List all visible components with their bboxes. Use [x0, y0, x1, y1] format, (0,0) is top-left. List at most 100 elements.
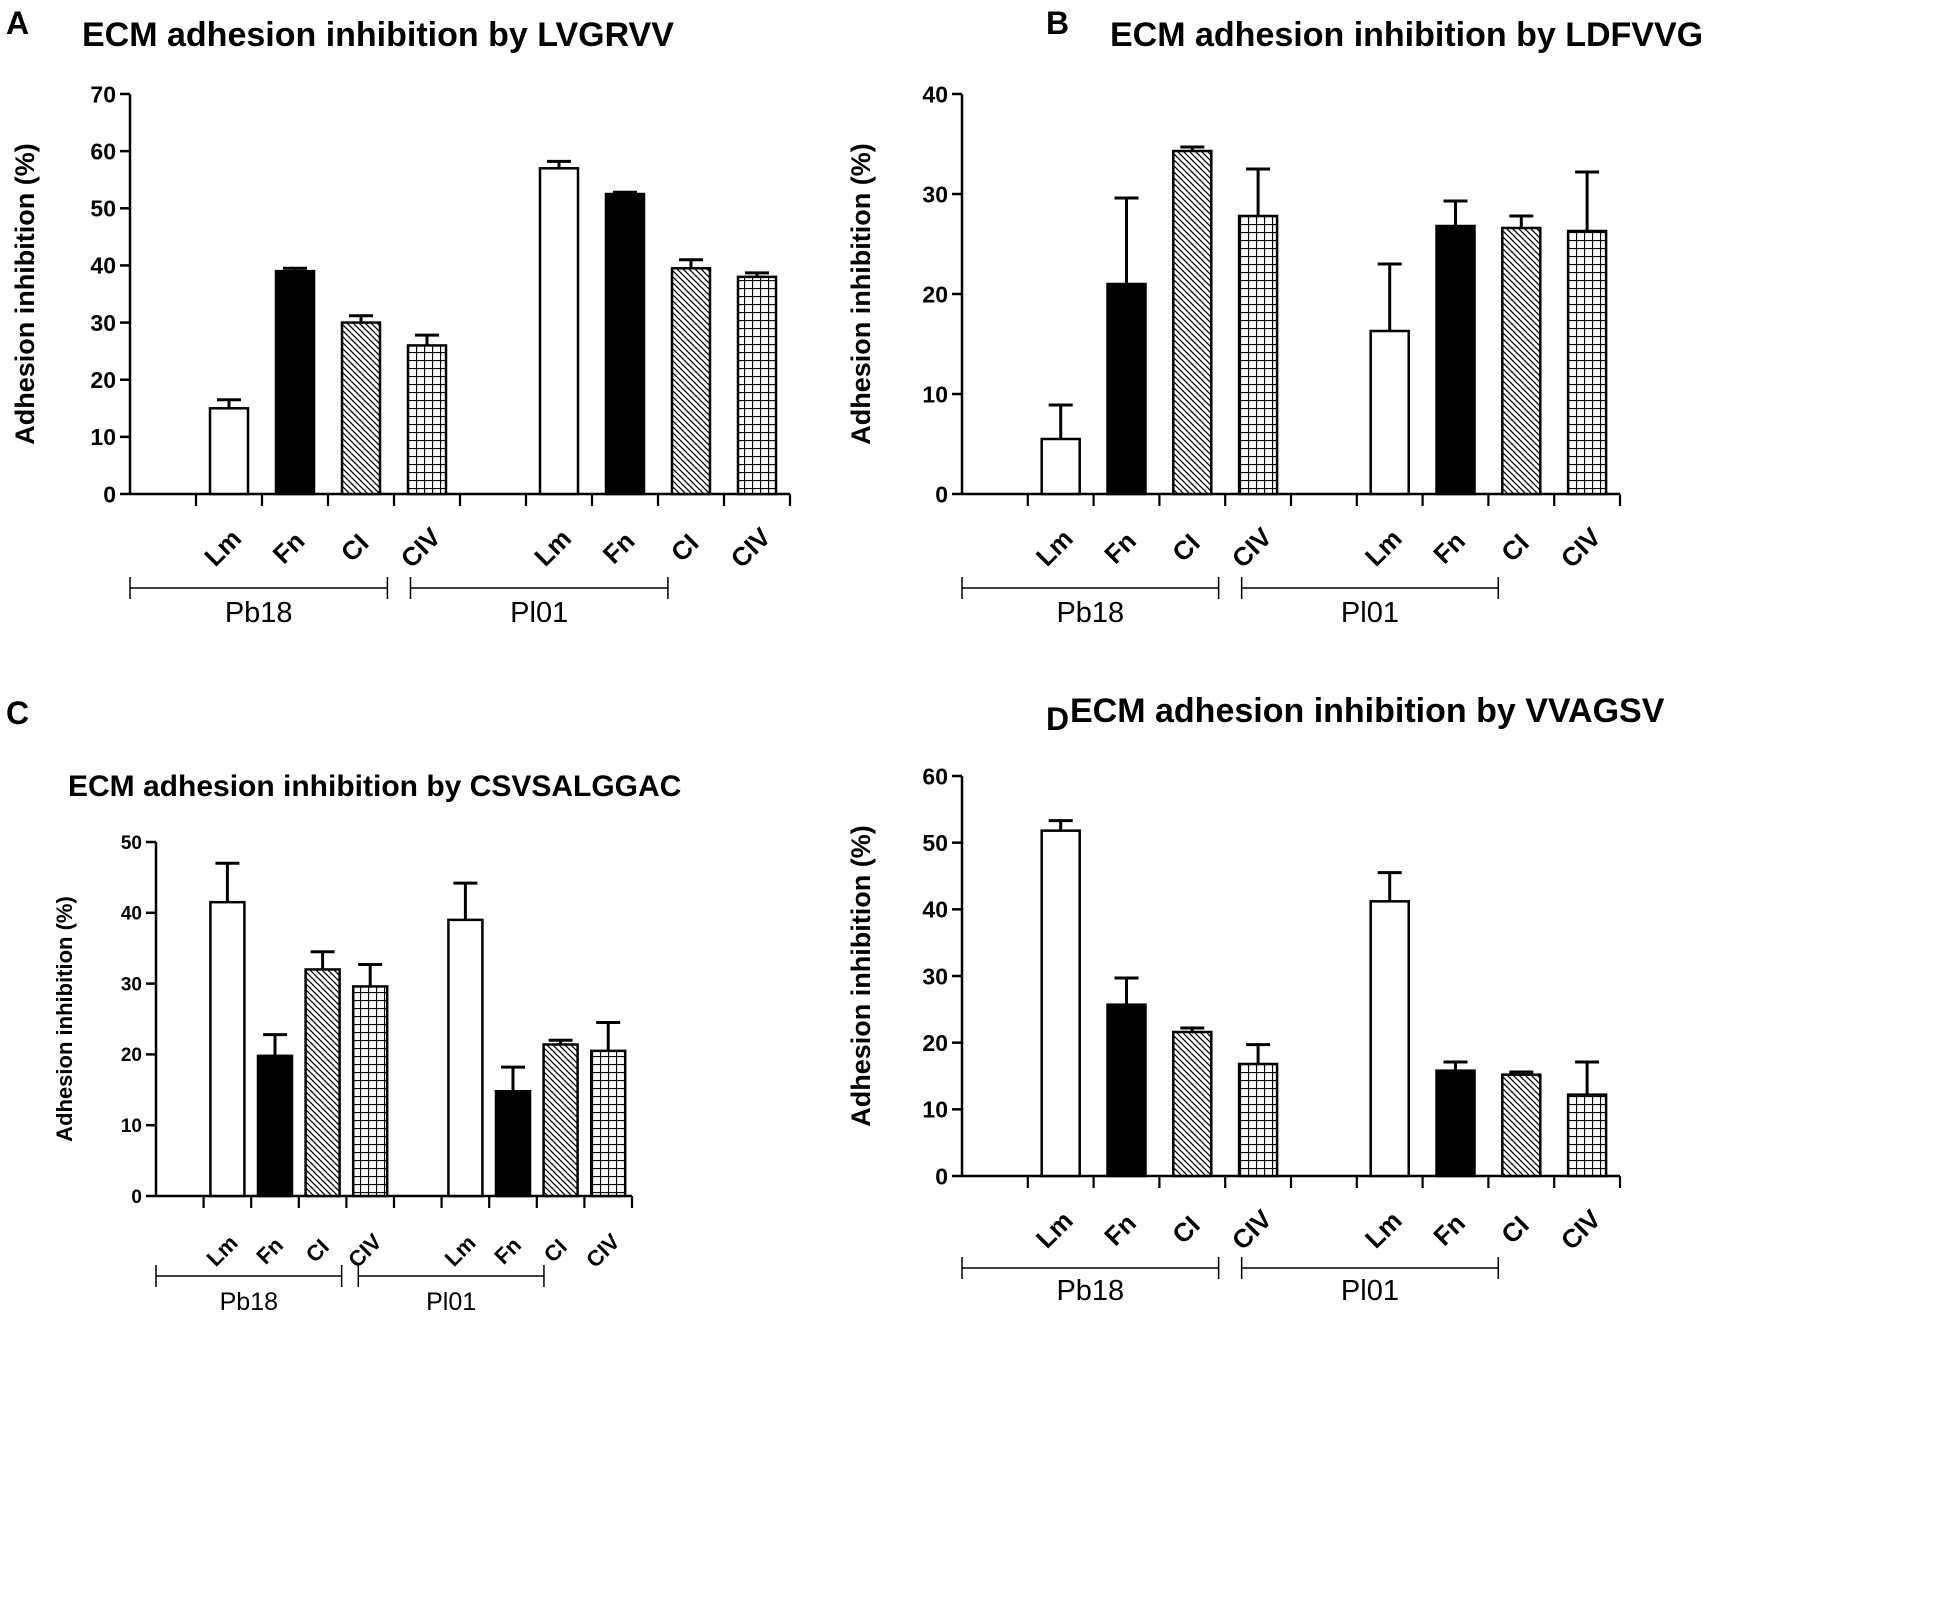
y-tick-label: 30	[922, 963, 948, 989]
category-label-pb18-fn: Fn	[251, 1232, 288, 1269]
y-tick-label: 60	[922, 763, 948, 789]
category-label-pl01-fn: Fn	[1427, 526, 1471, 570]
category-label-pl01-fn: Fn	[489, 1232, 526, 1269]
category-label-pb18-civ: CIV	[1226, 1203, 1278, 1255]
y-tick-label: 0	[103, 481, 116, 507]
category-label-pl01-civ: CIV	[1555, 521, 1607, 573]
category-label-pl01-lm: Lm	[528, 523, 577, 572]
category-label-pb18-fn: Fn	[267, 526, 311, 570]
y-tick-label: 30	[121, 974, 142, 995]
panel-letter: C	[6, 695, 29, 731]
panel-letter: B	[1046, 5, 1069, 41]
y-tick-label: 50	[922, 830, 948, 856]
category-label-pl01-fn: Fn	[597, 526, 641, 570]
chart-panel-d: D ECM adhesion inhibition by VVAGSV Adhesi…	[846, 692, 1665, 1307]
bar-pb18-civ	[351, 985, 389, 1198]
category-label-pb18-ci: CI	[335, 528, 375, 568]
bar-pb18-fn	[256, 1054, 294, 1198]
chart-title: ECM adhesion inhibition by LVGRVV	[82, 16, 674, 54]
bar-pl01-lm	[447, 918, 484, 1198]
bar-pb18-lm	[209, 900, 246, 1198]
category-label-pb18-civ: CIV	[343, 1229, 387, 1273]
category-label-pb18-civ: CIV	[395, 521, 447, 573]
bar-pl01-civ	[589, 1049, 627, 1198]
chart-panel-b: B ECM adhesion inhibition by LDFVVG Adhesi…	[846, 5, 1703, 629]
bar-pb18-ci	[340, 321, 382, 496]
category-label-pl01-civ: CIV	[581, 1229, 625, 1273]
group-label-pl01: Pl01	[510, 597, 568, 629]
bar-pb18-lm	[1040, 437, 1081, 496]
y-tick-label: 30	[922, 181, 948, 207]
category-label-pb18-lm: Lm	[198, 523, 247, 572]
group-label-pl01: Pl01	[426, 1288, 476, 1316]
bar-pl01-ci	[1501, 226, 1542, 496]
bar-pb18-fn	[274, 269, 316, 496]
y-axis-label: Adhesion inhibition (%)	[52, 896, 77, 1142]
category-label-pb18-fn: Fn	[1098, 1208, 1142, 1252]
category-label-pl01-fn: Fn	[1427, 1208, 1471, 1252]
y-tick-label: 0	[935, 481, 948, 507]
panel-letter: D	[1046, 701, 1069, 737]
category-label-pl01-lm: Lm	[440, 1230, 481, 1271]
y-tick-label: 40	[922, 81, 948, 107]
chart-title: ECM adhesion inhibition by VVAGSV	[1070, 692, 1665, 730]
bar-pl01-lm	[538, 167, 580, 496]
bar-pl01-lm	[1369, 900, 1410, 1178]
group-label-pl01: Pl01	[1341, 597, 1399, 629]
chart-panel-a: A ECM adhesion inhibition by LVGRVV Adhesi…	[6, 5, 792, 629]
y-tick-label: 20	[922, 281, 948, 307]
bar-pb18-lm	[1040, 829, 1081, 1178]
bar-pl01-ci	[670, 267, 712, 496]
y-axis-label: Adhesion inhibition (%)	[846, 143, 876, 444]
category-label-pb18-lm: Lm	[1030, 1205, 1079, 1254]
y-tick-label: 40	[121, 904, 142, 925]
category-label-pb18-lm: Lm	[1030, 523, 1079, 572]
bar-pl01-fn	[604, 192, 646, 496]
bar-pb18-fn	[1106, 282, 1147, 496]
bar-pl01-lm	[1369, 329, 1410, 496]
group-label-pb18: Pb18	[220, 1288, 278, 1316]
group-label-pl01: Pl01	[1341, 1275, 1399, 1307]
y-tick-label: 0	[935, 1163, 948, 1189]
y-tick-label: 10	[121, 1116, 142, 1137]
y-tick-label: 20	[90, 367, 116, 393]
bar-pb18-civ	[1237, 214, 1279, 496]
chart-title: ECM adhesion inhibition by CSVSALGGAC	[68, 770, 681, 803]
y-tick-label: 20	[922, 1030, 948, 1056]
group-label-pb18: Pb18	[225, 597, 293, 629]
y-tick-label: 50	[121, 833, 142, 854]
bar-pl01-ci	[1501, 1073, 1542, 1178]
y-tick-label: 50	[90, 196, 116, 222]
bar-pl01-fn	[1435, 224, 1476, 496]
y-tick-label: 10	[922, 381, 948, 407]
group-label-pb18: Pb18	[1056, 1275, 1124, 1307]
category-label-pb18-lm: Lm	[202, 1230, 243, 1271]
category-label-pl01-ci: CI	[1495, 1210, 1535, 1250]
bar-pb18-fn	[1106, 1003, 1147, 1178]
bar-pb18-ci	[1172, 1030, 1213, 1178]
y-tick-label: 10	[922, 1097, 948, 1123]
bar-pb18-ci	[1172, 149, 1213, 496]
bar-pb18-lm	[208, 407, 250, 496]
category-label-pb18-civ: CIV	[1226, 521, 1278, 573]
y-tick-label: 40	[922, 897, 948, 923]
y-tick-label: 0	[131, 1187, 142, 1208]
category-label-pl01-ci: CI	[539, 1234, 572, 1267]
y-tick-label: 60	[90, 138, 116, 164]
chart-title: ECM adhesion inhibition by LDFVVG	[1110, 16, 1703, 54]
y-tick-label: 30	[90, 310, 116, 336]
category-label-pb18-ci: CI	[1166, 1210, 1206, 1250]
y-tick-label: 40	[90, 253, 116, 279]
category-label-pl01-ci: CI	[1495, 528, 1535, 568]
bar-pb18-ci	[304, 968, 341, 1198]
category-label-pl01-lm: Lm	[1359, 523, 1408, 572]
bar-pb18-civ	[406, 344, 448, 496]
bar-pl01-ci	[542, 1043, 579, 1198]
y-axis-label: Adhesion inhibition (%)	[846, 825, 876, 1126]
panel-letter: A	[6, 5, 29, 41]
group-label-pb18: Pb18	[1056, 597, 1124, 629]
category-label-pl01-civ: CIV	[1555, 1203, 1607, 1255]
category-label-pl01-civ: CIV	[725, 521, 777, 573]
y-tick-label: 10	[90, 424, 116, 450]
